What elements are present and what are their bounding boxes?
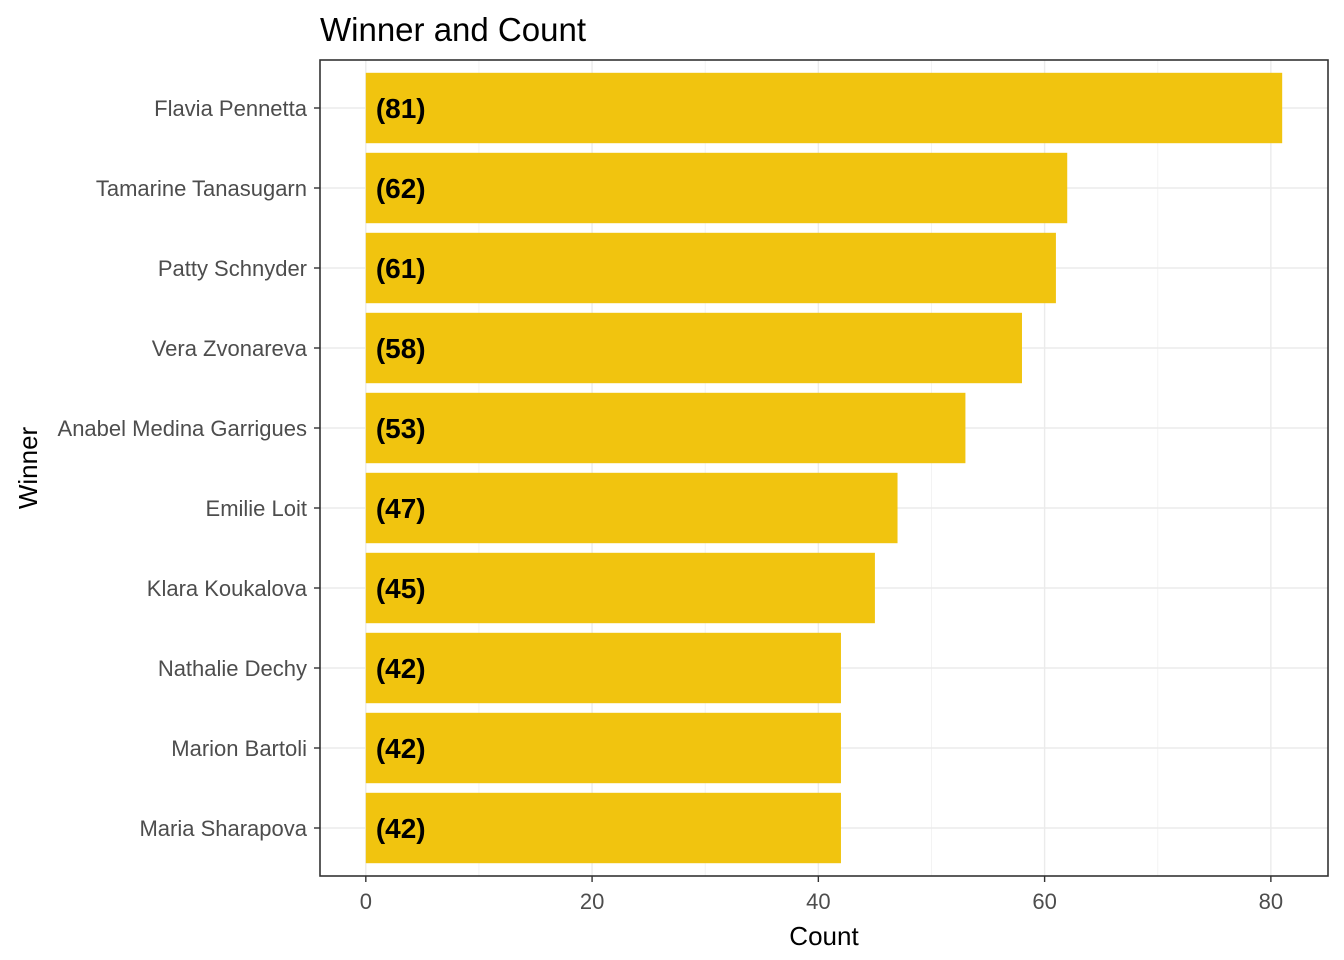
bar [365,712,841,784]
bar-data-label: (62) [376,173,426,204]
x-tick-label: 0 [360,889,372,914]
bar [365,232,1056,304]
x-tick-label: 20 [580,889,604,914]
x-tick-label: 40 [806,889,830,914]
y-tick-label: Emilie Loit [206,496,307,521]
y-tick-label: Marion Bartoli [171,736,307,761]
bar [365,152,1068,224]
bar [365,472,898,544]
bar-data-label: (81) [376,93,426,124]
bar-data-label: (42) [376,733,426,764]
x-tick-label: 60 [1032,889,1056,914]
bar [365,72,1283,144]
x-tick-label: 80 [1259,889,1283,914]
y-axis: Flavia Pennetta Tamarine Tanasugarn Patty … [58,96,320,841]
bar [365,632,841,704]
x-axis-title: Count [789,921,859,951]
panel-border [319,59,1329,877]
y-tick-label: Anabel Medina Garrigues [58,416,307,441]
y-tick-label: Klara Koukalova [147,576,308,601]
bar-data-label: (53) [376,413,426,444]
bar-data-label: (47) [376,493,426,524]
bar-data-label: (45) [376,573,426,604]
y-tick-label: Tamarine Tanasugarn [96,176,307,201]
x-axis: 0 20 40 60 80 [360,876,1283,914]
bar [365,792,841,864]
y-tick-label: Vera Zvonareva [152,336,308,361]
y-tick-label: Nathalie Dechy [158,656,307,681]
bar [365,552,875,624]
y-tick-label: Flavia Pennetta [154,96,308,121]
bars: (81) (62) (61) (58) (53) (47) (45) (42) (42) (42) [365,72,1283,864]
y-tick-label: Patty Schnyder [158,256,307,281]
bar-data-label: (58) [376,333,426,364]
bar-data-label: (61) [376,253,426,284]
chart-title: Winner and Count [320,11,586,48]
y-axis-title: Winner [13,426,43,509]
bar [365,312,1022,384]
bar [365,392,966,464]
bar-data-label: (42) [376,653,426,684]
bar-data-label: (42) [376,813,426,844]
y-tick-label: Maria Sharapova [139,816,307,841]
